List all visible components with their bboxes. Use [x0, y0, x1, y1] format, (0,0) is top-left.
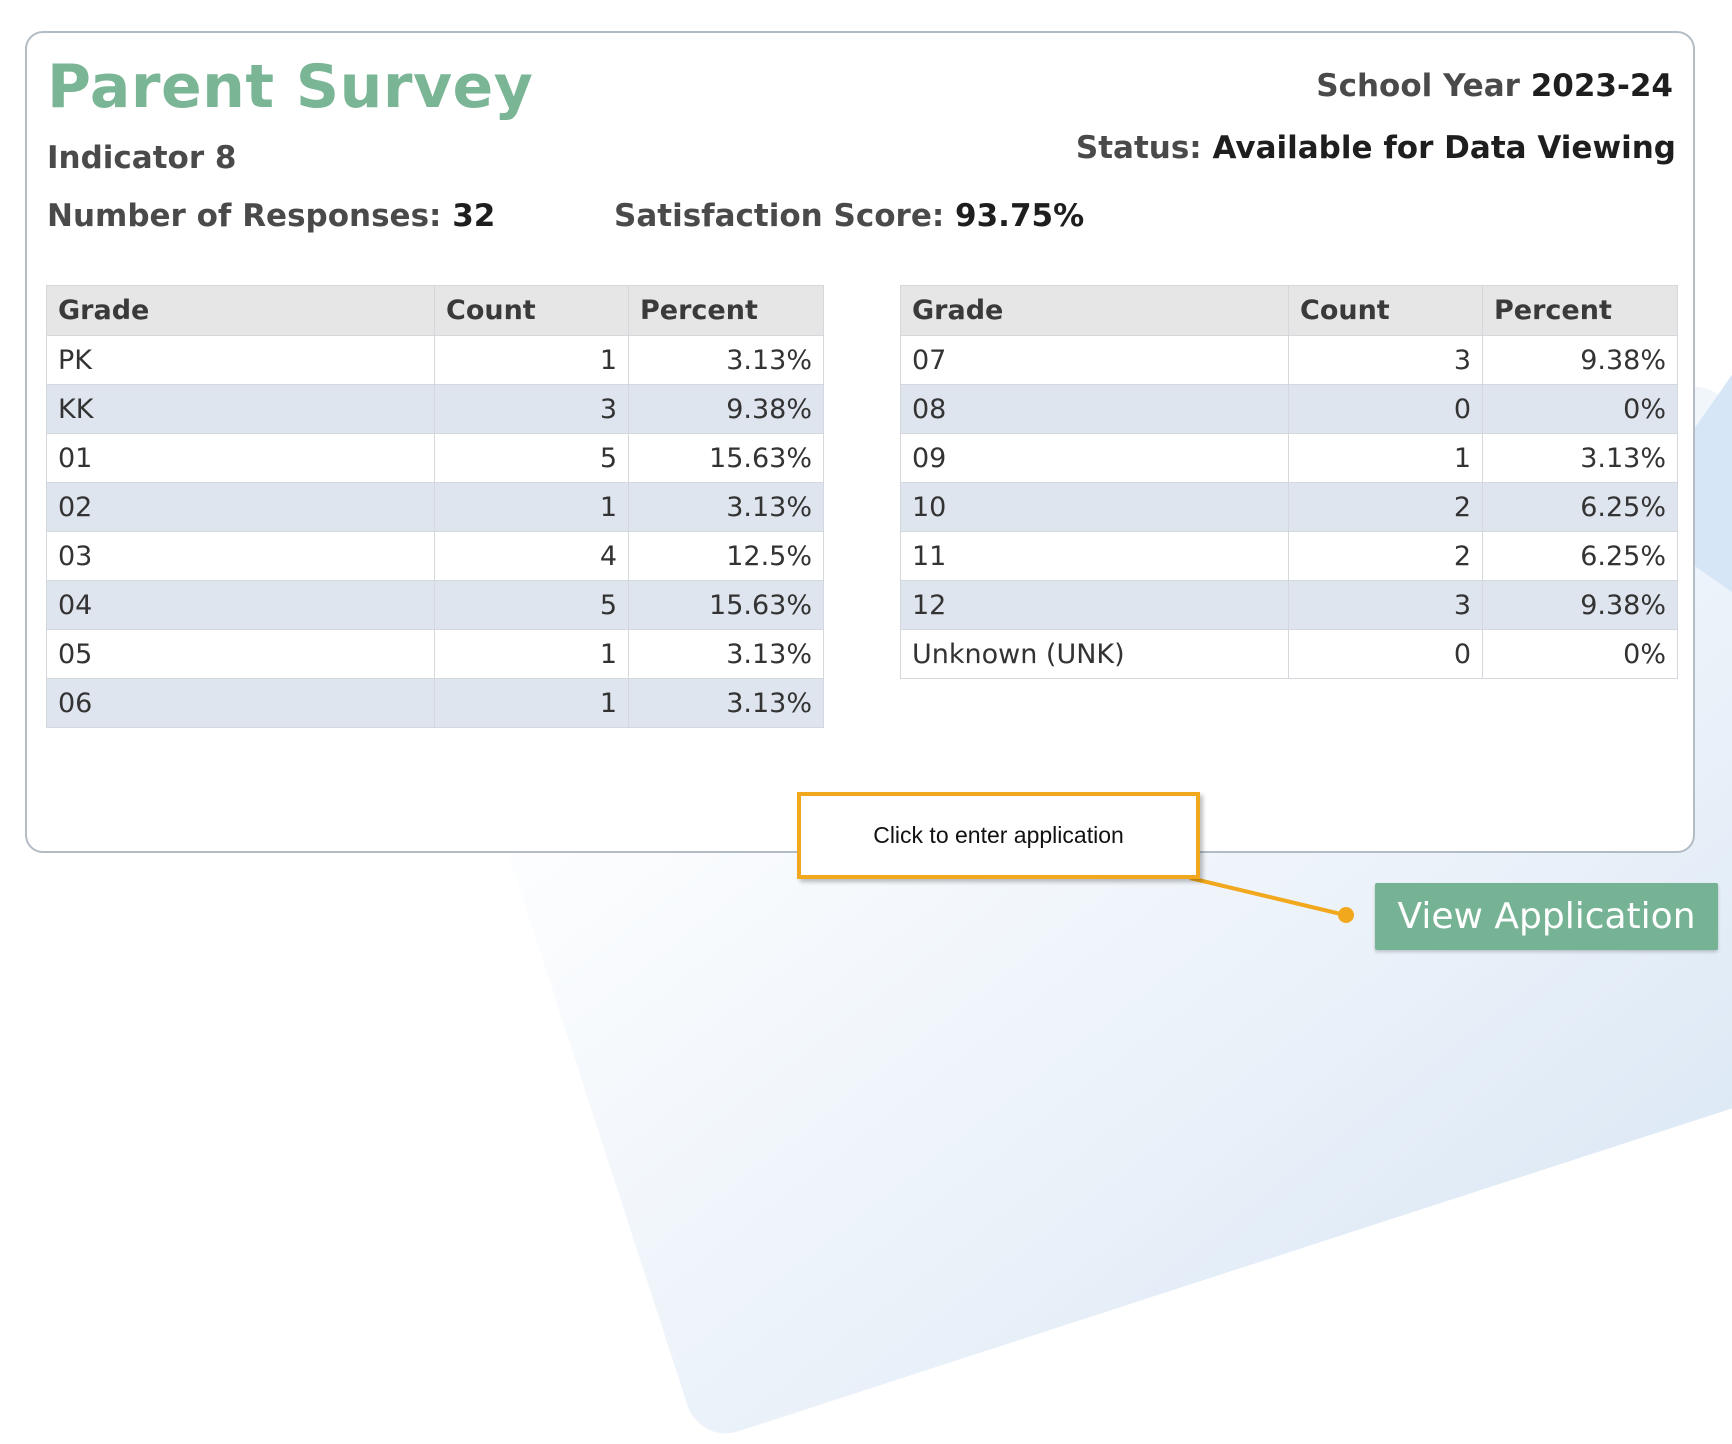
table-row: 08 0 0% — [900, 384, 1678, 434]
status-label: Status: — [1075, 130, 1202, 166]
table-row: 07 3 9.38% — [900, 335, 1678, 385]
grade-cell: Unknown (UNK) — [900, 629, 1289, 679]
count-cell: 2 — [1288, 482, 1483, 532]
grade-cell: 07 — [900, 335, 1289, 385]
grade-cell: 11 — [900, 531, 1289, 581]
school-year: School Year 2023-24 — [1316, 68, 1673, 104]
callout-tooltip: Click to enter application — [797, 792, 1200, 879]
grade-cell: KK — [46, 384, 435, 434]
grade-cell: 02 — [46, 482, 435, 532]
grade-cell: 10 — [900, 482, 1289, 532]
count-cell: 5 — [434, 580, 629, 630]
count-cell: 3 — [434, 384, 629, 434]
column-header-count: Count — [434, 285, 629, 336]
column-header-percent: Percent — [1482, 285, 1678, 336]
satisfaction-score-value: 93.75% — [955, 198, 1085, 234]
table-row: 01 5 15.63% — [46, 433, 824, 483]
count-cell: 1 — [1288, 433, 1483, 483]
grade-cell: 04 — [46, 580, 435, 630]
status-value: Available for Data Viewing — [1212, 130, 1677, 166]
indicator-label: Indicator 8 — [47, 140, 237, 176]
page-title: Parent Survey — [47, 52, 534, 122]
count-cell: 0 — [1288, 629, 1483, 679]
table-row: 05 1 3.13% — [46, 629, 824, 679]
percent-cell: 15.63% — [628, 580, 824, 630]
view-application-button[interactable]: View Application — [1375, 883, 1718, 950]
percent-cell: 3.13% — [628, 678, 824, 728]
percent-cell: 15.63% — [628, 433, 824, 483]
status: Status: Available for Data Viewing — [1076, 130, 1676, 166]
percent-cell: 9.38% — [1482, 580, 1678, 630]
count-cell: 1 — [434, 482, 629, 532]
count-cell: 4 — [434, 531, 629, 581]
grade-cell: 01 — [46, 433, 435, 483]
percent-cell: 0% — [1482, 629, 1678, 679]
table-row: KK 3 9.38% — [46, 384, 824, 434]
school-year-value: 2023-24 — [1530, 68, 1673, 104]
table-row: PK 1 3.13% — [46, 335, 824, 385]
grade-table-left: Grade Count Percent PK 1 3.13% KK 3 9.38… — [46, 285, 824, 728]
table-header-row: Grade Count Percent — [46, 285, 824, 336]
percent-cell: 0% — [1482, 384, 1678, 434]
table-row: 02 1 3.13% — [46, 482, 824, 532]
table-header-row: Grade Count Percent — [900, 285, 1678, 336]
percent-cell: 12.5% — [628, 531, 824, 581]
table-row: 06 1 3.13% — [46, 678, 824, 728]
percent-cell: 6.25% — [1482, 531, 1678, 581]
count-cell: 1 — [434, 335, 629, 385]
table-row: Unknown (UNK) 0 0% — [900, 629, 1678, 679]
table-row: 12 3 9.38% — [900, 580, 1678, 630]
percent-cell: 3.13% — [628, 482, 824, 532]
table-row: 09 1 3.13% — [900, 433, 1678, 483]
grade-cell: PK — [46, 335, 435, 385]
count-cell: 3 — [1288, 580, 1483, 630]
column-header-count: Count — [1288, 285, 1483, 336]
table-row: 04 5 15.63% — [46, 580, 824, 630]
count-cell: 0 — [1288, 384, 1483, 434]
column-header-grade: Grade — [46, 285, 435, 336]
column-header-percent: Percent — [628, 285, 824, 336]
table-row: 11 2 6.25% — [900, 531, 1678, 581]
grade-table-right: Grade Count Percent 07 3 9.38% 08 0 0% 0… — [900, 285, 1678, 679]
count-cell: 3 — [1288, 335, 1483, 385]
percent-cell: 3.13% — [628, 629, 824, 679]
count-cell: 2 — [1288, 531, 1483, 581]
count-cell: 1 — [434, 678, 629, 728]
satisfaction-score-label: Satisfaction Score: — [614, 198, 945, 234]
grade-cell: 03 — [46, 531, 435, 581]
grade-cell: 06 — [46, 678, 435, 728]
count-cell: 5 — [434, 433, 629, 483]
table-row: 10 2 6.25% — [900, 482, 1678, 532]
responses-label: Number of Responses: — [47, 198, 442, 234]
percent-cell: 3.13% — [628, 335, 824, 385]
responses-value: 32 — [452, 198, 496, 234]
percent-cell: 9.38% — [1482, 335, 1678, 385]
percent-cell: 6.25% — [1482, 482, 1678, 532]
count-cell: 1 — [434, 629, 629, 679]
percent-cell: 3.13% — [1482, 433, 1678, 483]
grade-cell: 08 — [900, 384, 1289, 434]
satisfaction-score-stat: Satisfaction Score: 93.75% — [614, 198, 1084, 234]
grade-cell: 09 — [900, 433, 1289, 483]
grade-cell: 05 — [46, 629, 435, 679]
responses-stat: Number of Responses: 32 — [47, 198, 495, 234]
grade-cell: 12 — [900, 580, 1289, 630]
percent-cell: 9.38% — [628, 384, 824, 434]
column-header-grade: Grade — [900, 285, 1289, 336]
table-row: 03 4 12.5% — [46, 531, 824, 581]
school-year-label: School Year — [1316, 68, 1520, 104]
